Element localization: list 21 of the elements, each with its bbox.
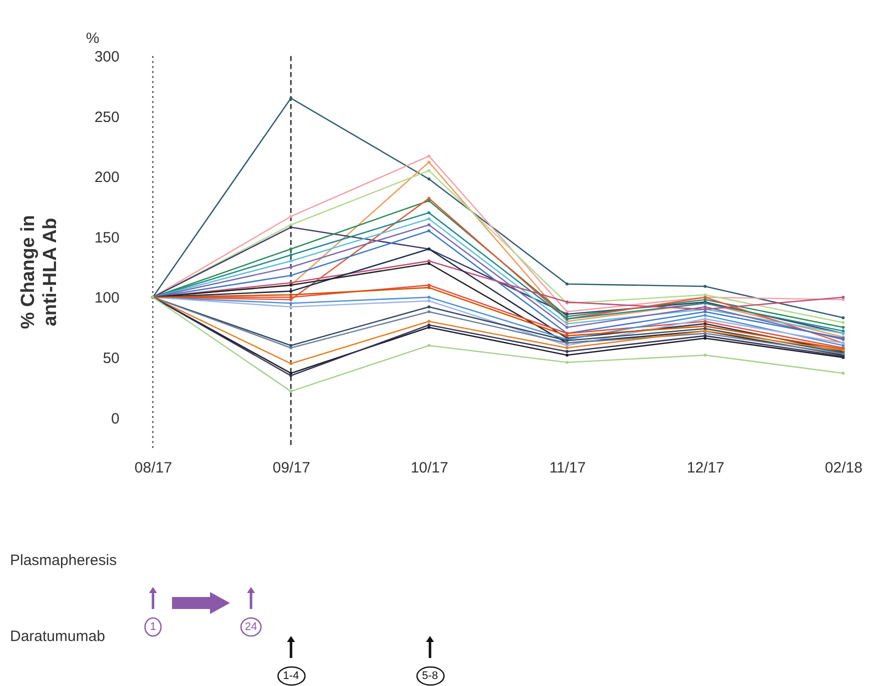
x-tick-label: 09/17	[272, 460, 310, 476]
x-tick-label: 08/17	[134, 460, 172, 476]
x-tick-label: 11/17	[549, 460, 586, 476]
y-axis-title: % Change in anti-HLA Ab	[18, 214, 62, 332]
y-tick-label: 300	[94, 48, 120, 66]
text: %	[86, 30, 100, 47]
y-tick-label: 250	[94, 108, 120, 126]
text: Plasmapheresis	[10, 552, 117, 569]
y-tick-label: 200	[94, 169, 120, 186]
text: 1	[150, 621, 156, 633]
text: 24	[244, 621, 258, 633]
x-tick-label: 12/17	[686, 460, 724, 476]
x-tick-label: 10/17	[410, 460, 448, 476]
y-tick-label: 50	[102, 350, 120, 368]
y-tick-label: 0	[111, 410, 120, 428]
x-tick-label: 02/18	[824, 460, 862, 476]
text: 5-8	[422, 670, 438, 682]
text: 1-4	[283, 670, 299, 682]
text: Daratumumab	[10, 628, 106, 645]
y-tick-label: 100	[94, 290, 120, 307]
y-tick-label: 150	[94, 229, 120, 246]
